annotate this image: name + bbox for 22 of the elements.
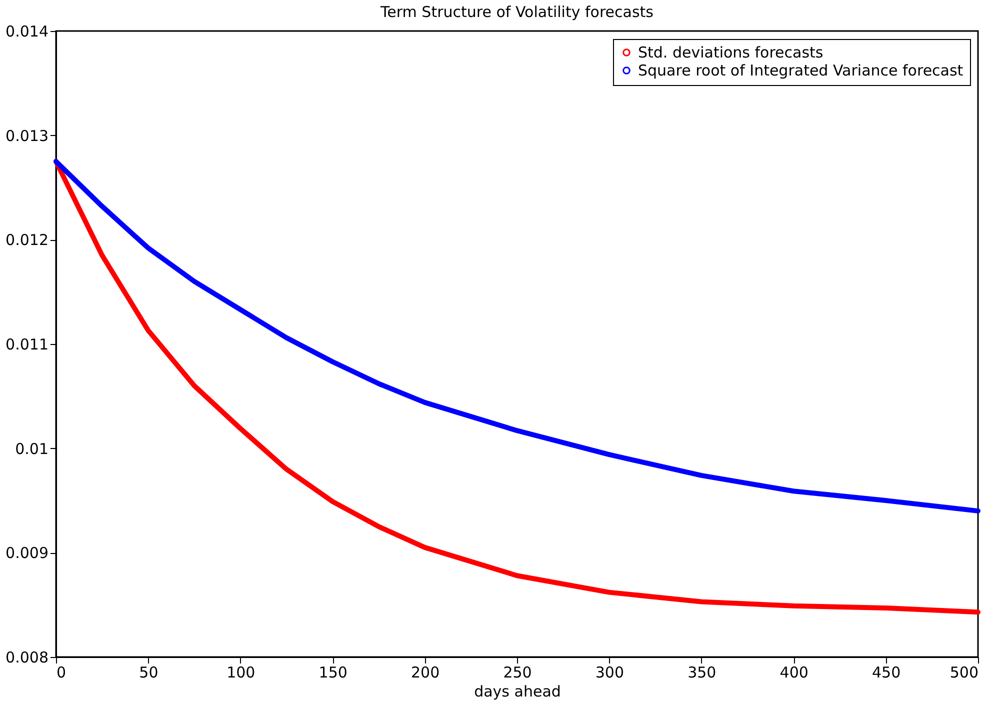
x-tick-label: 200 bbox=[410, 664, 440, 682]
legend-label: Std. deviations forecasts bbox=[638, 44, 824, 62]
x-tick-label: 250 bbox=[503, 664, 532, 682]
x-tick-label: 50 bbox=[139, 664, 158, 682]
x-tick-label: 400 bbox=[780, 664, 808, 682]
legend-label: Square root of Integrated Variance forecast bbox=[638, 62, 964, 80]
chart-title: Term Structure of Volatility forecasts bbox=[380, 3, 654, 21]
y-tick-label: 0.008 bbox=[6, 648, 48, 666]
x-tick-label: 300 bbox=[595, 664, 624, 682]
y-tick-label: 0.012 bbox=[6, 231, 48, 250]
y-tick-label: 0.011 bbox=[6, 336, 48, 354]
x-tick-label: 0 bbox=[56, 664, 66, 682]
y-tick-label: 0.014 bbox=[6, 22, 48, 40]
y-tick-label: 0.009 bbox=[6, 544, 48, 562]
x-tick-label: 150 bbox=[318, 664, 348, 682]
y-tick-label: 0.01 bbox=[15, 440, 48, 458]
x-tick-label: 500 bbox=[950, 664, 978, 682]
x-tick-label: 450 bbox=[872, 664, 901, 682]
x-axis-title: days ahead bbox=[474, 682, 561, 700]
x-tick-label: 350 bbox=[688, 664, 716, 682]
y-tick-label: 0.013 bbox=[6, 126, 48, 145]
x-tick-label: 100 bbox=[226, 664, 256, 682]
